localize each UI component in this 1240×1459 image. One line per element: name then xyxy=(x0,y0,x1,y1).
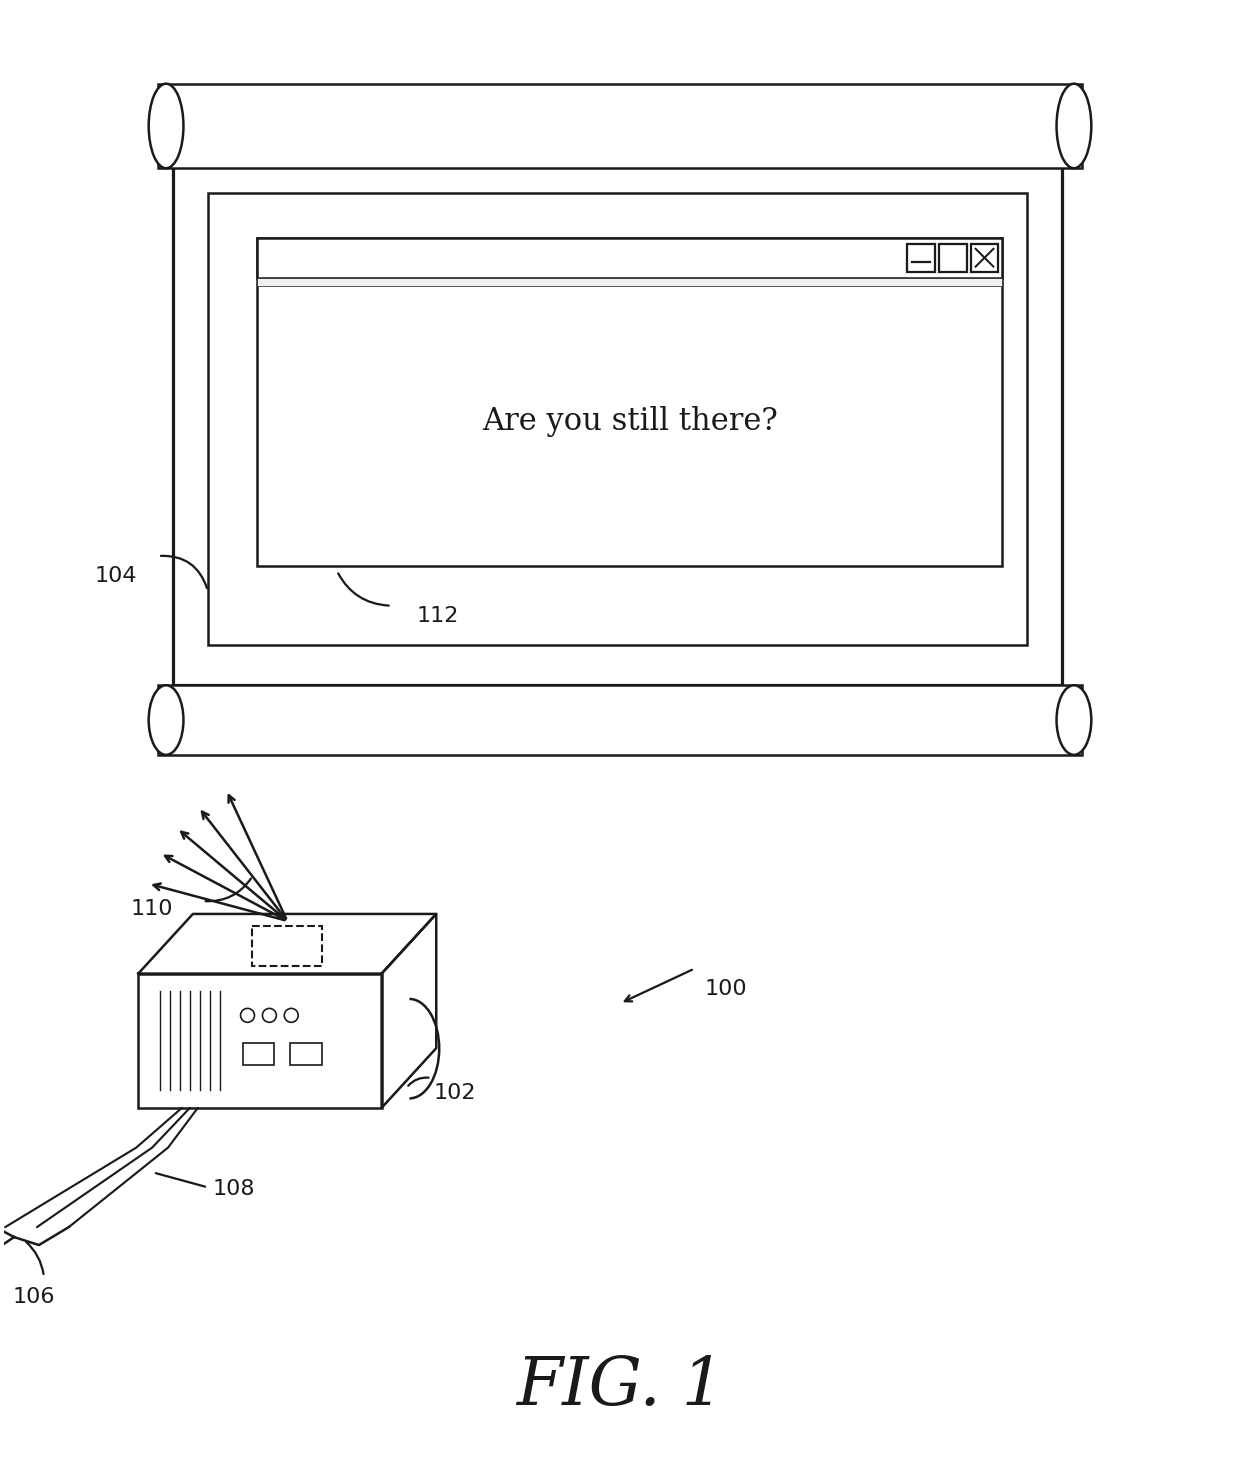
Bar xyxy=(159,686,1081,754)
Circle shape xyxy=(284,1008,298,1023)
Bar xyxy=(243,1043,274,1065)
Text: 112: 112 xyxy=(417,605,459,626)
Bar xyxy=(253,926,322,966)
Bar xyxy=(258,277,1002,286)
Bar xyxy=(174,158,1061,686)
Bar xyxy=(939,244,967,271)
Text: 110: 110 xyxy=(130,899,174,919)
Bar xyxy=(258,238,1002,566)
Bar xyxy=(971,244,998,271)
Bar xyxy=(138,973,382,1107)
Bar xyxy=(159,83,1081,168)
Ellipse shape xyxy=(149,686,184,754)
Ellipse shape xyxy=(149,83,184,168)
Ellipse shape xyxy=(1056,83,1091,168)
Circle shape xyxy=(241,1008,254,1023)
Ellipse shape xyxy=(1056,686,1091,754)
Circle shape xyxy=(263,1008,277,1023)
Bar xyxy=(906,244,935,271)
Text: 106: 106 xyxy=(12,1287,56,1307)
Text: 108: 108 xyxy=(213,1179,255,1199)
Text: 104: 104 xyxy=(94,566,136,587)
Text: Are you still there?: Are you still there? xyxy=(482,406,777,438)
Bar xyxy=(290,1043,322,1065)
Text: 102: 102 xyxy=(433,1083,476,1103)
Bar xyxy=(258,238,1002,277)
Text: 100: 100 xyxy=(704,979,746,998)
Text: FIG. 1: FIG. 1 xyxy=(516,1354,724,1418)
Bar xyxy=(208,193,1027,645)
